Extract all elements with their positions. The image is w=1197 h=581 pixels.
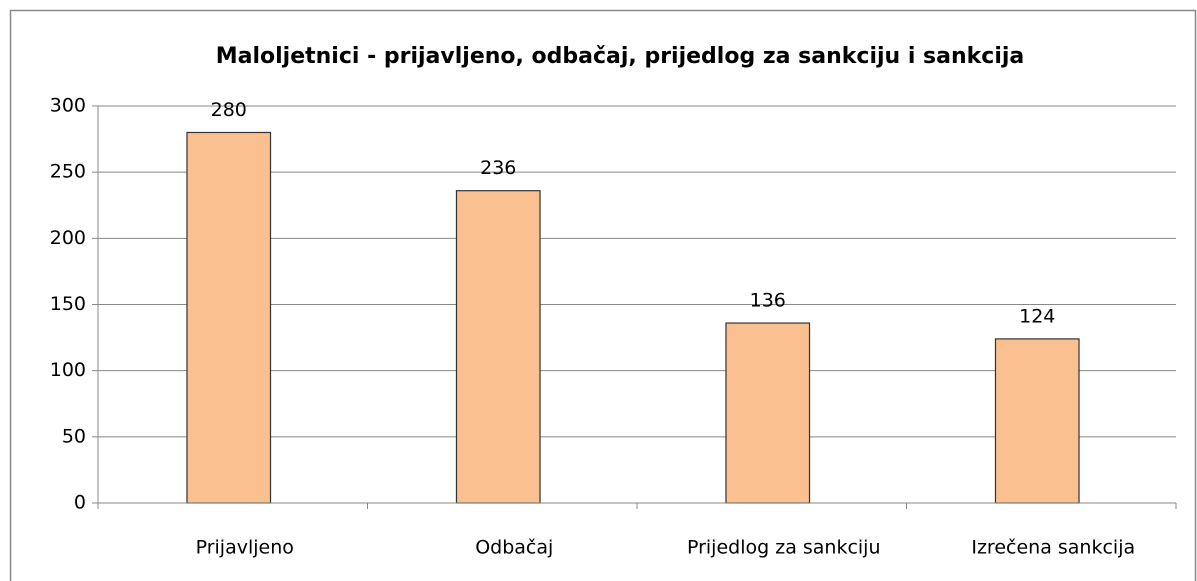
bar <box>994 338 1080 504</box>
x-tick-label: Izrečena sankcija <box>971 537 1135 559</box>
chart-title: Maloljetnici - prijavljeno, odbačaj, pri… <box>216 44 1025 69</box>
y-tick-label: 100 <box>50 359 86 381</box>
y-tick-label: 300 <box>50 95 86 117</box>
y-tick-label: 50 <box>62 425 86 447</box>
data-label: 136 <box>750 290 786 312</box>
y-tick-label: 200 <box>50 227 86 249</box>
bar <box>186 131 272 504</box>
data-label: 280 <box>211 99 247 121</box>
y-tick-label: 150 <box>50 293 86 315</box>
data-label: 236 <box>480 157 516 179</box>
bar <box>725 322 811 504</box>
x-tick-label: Prijavljeno <box>196 537 294 559</box>
x-tick-label: Prijedlog za sankciju <box>687 537 881 559</box>
data-label: 124 <box>1019 305 1055 327</box>
bar <box>455 190 541 504</box>
x-tick-label: Odbačaj <box>475 537 553 559</box>
y-tick-label: 0 <box>74 492 86 514</box>
y-tick-label: 250 <box>50 161 86 183</box>
